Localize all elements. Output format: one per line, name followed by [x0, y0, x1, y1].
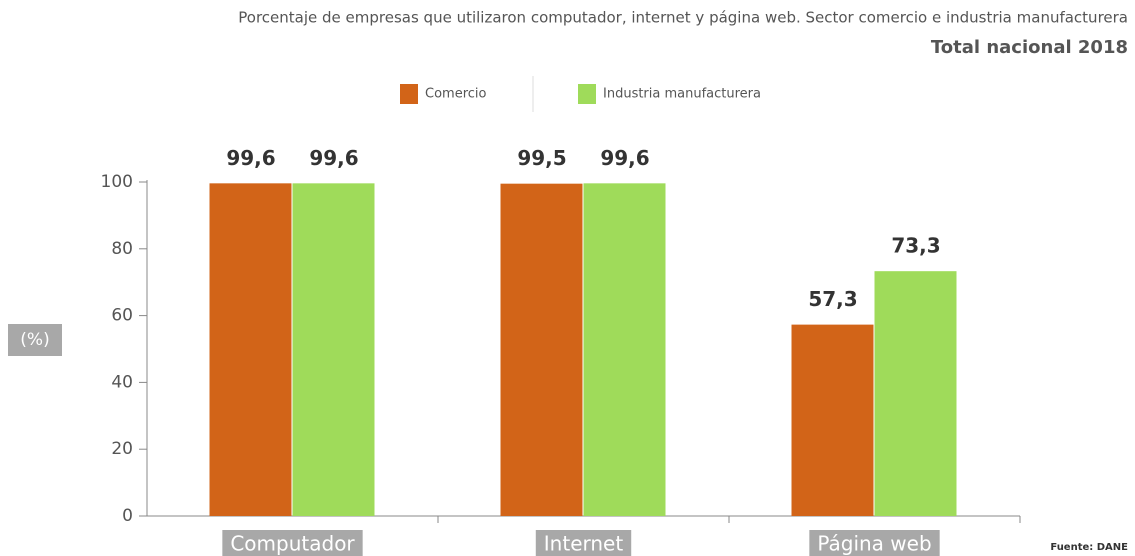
y-axis-label: (%) [20, 330, 49, 350]
x-tick-label: Página web [817, 532, 931, 556]
x-tick-label: Computador [230, 532, 355, 556]
value-label: 99,5 [517, 146, 566, 170]
value-label: 57,3 [808, 287, 857, 311]
bar [209, 183, 292, 516]
bar [874, 271, 957, 516]
y-label-box [8, 324, 62, 356]
y-tick-label: 60 [111, 306, 133, 326]
value-label: 99,6 [226, 146, 275, 170]
y-tick-label: 0 [122, 506, 133, 526]
category-box [809, 530, 940, 556]
chart-title: Porcentaje de empresas que utilizaron co… [238, 9, 1128, 27]
legend-label: Comercio [425, 87, 487, 102]
chart-subtitle: Total nacional 2018 [931, 37, 1128, 58]
category-box [222, 530, 363, 556]
bar [292, 183, 375, 516]
bar [583, 183, 666, 516]
bar [500, 183, 583, 517]
y-tick-label: 40 [111, 372, 133, 392]
y-tick-label: 20 [111, 439, 133, 459]
legend-swatch [400, 84, 418, 104]
value-label: 99,6 [309, 146, 358, 170]
bar [791, 324, 874, 516]
y-tick-label: 100 [101, 172, 133, 192]
value-label: 99,6 [600, 146, 649, 170]
x-tick-label: Internet [544, 532, 624, 556]
category-box [535, 530, 632, 556]
value-label: 73,3 [891, 234, 940, 258]
y-tick-label: 80 [111, 239, 133, 259]
legend-swatch [578, 84, 596, 104]
source: Fuente: DANE [1050, 542, 1128, 553]
legend-label: Industria manufacturera [603, 87, 761, 102]
